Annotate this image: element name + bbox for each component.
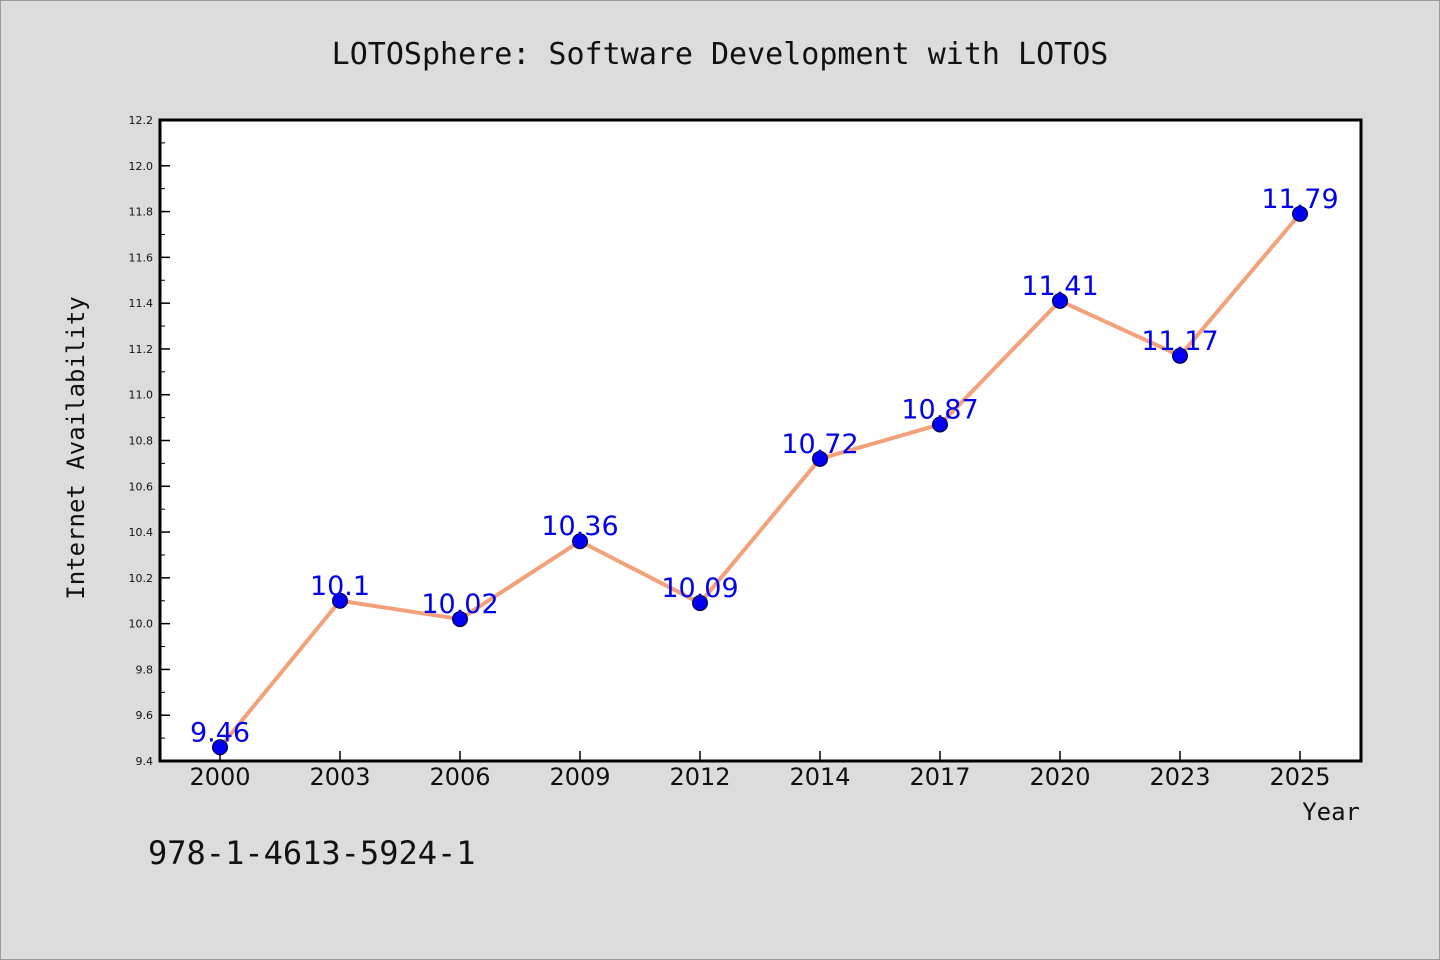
data-points — [212, 205, 1308, 756]
data-point — [1172, 347, 1188, 364]
y-tick-label: 11.6 — [129, 251, 154, 264]
y-axis: 9.4 9.6 9.8 10.0 10.2 10.4 10.6 10.8 11.0 11.2 11.… — [129, 114, 170, 768]
y-tick-label: 12.2 — [129, 114, 154, 127]
series-line-group — [218, 211, 1302, 750]
y-tick-label: 11.2 — [129, 343, 154, 356]
y-axis-label: Internet Availability — [62, 296, 90, 599]
y-tick-label: 9.8 — [136, 663, 154, 676]
data-point — [692, 595, 708, 612]
data-label: 10.72 — [781, 429, 858, 460]
x-tick-label: 2020 — [1029, 763, 1090, 791]
y-tick-label: 10.2 — [129, 572, 154, 585]
x-tick-label: 2025 — [1269, 763, 1330, 791]
y-tick-label: 9.6 — [136, 709, 154, 722]
data-label: 10.1 — [310, 571, 370, 602]
y-tick-label: 10.6 — [129, 480, 154, 493]
isbn-label: 978-1-4613-5924-1 — [148, 834, 476, 872]
data-label: 10.09 — [661, 573, 738, 604]
x-tick-label: 2000 — [189, 763, 250, 791]
data-label: 11.79 — [1261, 184, 1338, 215]
y-tick-label: 11.0 — [129, 389, 154, 402]
y-tick-label: 11.8 — [129, 206, 154, 219]
x-tick-label: 2003 — [309, 763, 370, 791]
data-label: 10.02 — [421, 589, 498, 620]
data-point — [212, 739, 228, 756]
y-tick-label: 10.8 — [129, 435, 154, 448]
data-point — [1292, 205, 1308, 222]
data-point — [812, 450, 828, 467]
x-axis-label: Year — [1302, 798, 1360, 826]
data-label: 11.17 — [1141, 326, 1218, 357]
data-label: 9.46 — [190, 717, 250, 748]
y-tick-label: 10.4 — [129, 526, 154, 539]
x-axis: 2000 2003 2006 2009 2012 2014 2017 2020 2023 2025 — [189, 751, 1331, 791]
data-point — [332, 592, 348, 609]
data-label: 10.87 — [901, 394, 978, 425]
x-tick-label: 2014 — [789, 763, 850, 791]
x-tick-label: 2012 — [669, 763, 730, 791]
data-point — [572, 533, 588, 550]
data-point — [452, 611, 468, 628]
series-line — [218, 211, 1302, 750]
plot-area — [158, 118, 1363, 763]
x-tick-label: 2006 — [429, 763, 490, 791]
x-tick-label: 2009 — [549, 763, 610, 791]
data-point — [1052, 292, 1068, 309]
y-tick-label: 9.4 — [136, 755, 154, 768]
data-label: 10.36 — [541, 511, 618, 542]
data-point — [932, 416, 948, 433]
x-tick-label: 2023 — [1149, 763, 1210, 791]
chart-title: LOTOSphere: Software Development with LO… — [332, 37, 1109, 72]
y-tick-label: 11.4 — [129, 297, 154, 310]
data-label: 11.41 — [1021, 271, 1098, 302]
y-tick-label: 10.0 — [129, 618, 154, 631]
y-tick-label: 12.0 — [129, 160, 154, 173]
data-labels: 9.46 10.1 10.02 10.36 10.09 10.72 10.87 11.41 11… — [190, 184, 1339, 748]
x-tick-label: 2017 — [909, 763, 970, 791]
